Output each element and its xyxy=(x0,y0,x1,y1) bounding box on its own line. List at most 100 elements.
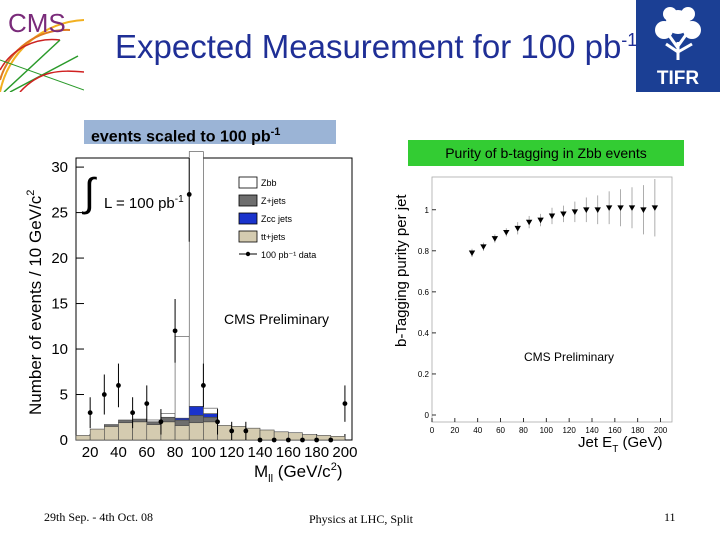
legend-label-zbb: Zbb xyxy=(261,178,277,188)
bar-zjets xyxy=(118,419,133,424)
y-tick-label: 0.6 xyxy=(418,288,430,297)
x-tick-label: 100 xyxy=(191,444,216,461)
purity-ylabel: b-Tagging purity per jet xyxy=(393,194,410,347)
y-tick-label: 1 xyxy=(425,206,430,215)
bar-ttjets xyxy=(273,431,289,441)
scaled-note-text: events scaled to 100 pb xyxy=(91,128,271,146)
y-tick-label: 25 xyxy=(51,205,68,222)
data-point xyxy=(87,410,93,416)
purity-point xyxy=(617,205,624,211)
purity-point xyxy=(525,219,533,226)
purity-annotation: CMS Preliminary xyxy=(524,350,614,364)
purity-point xyxy=(503,229,510,236)
bar-zbb xyxy=(188,151,204,407)
data-point xyxy=(257,437,263,443)
data-point xyxy=(116,383,121,388)
legend-label-zccjets: Zcc jets xyxy=(261,214,293,224)
x-tick-label: 0 xyxy=(430,426,435,435)
slide-title-sup: -1 xyxy=(621,30,638,50)
legend-swatch-zccjets xyxy=(238,212,258,225)
histogram-legend: Zbb Z+jets Zcc jets tt+jets 100 pb⁻¹ dat… xyxy=(238,176,316,260)
x-tick-label: 180 xyxy=(631,426,645,435)
bar-zjets xyxy=(132,418,148,423)
bar-zbb xyxy=(203,407,218,414)
bar-ttjets xyxy=(132,421,148,441)
cms-logo: CMS xyxy=(0,0,84,92)
bar-ttjets xyxy=(203,421,218,441)
footer-conference: Physics at LHC, Split xyxy=(309,512,414,526)
bar-zbb xyxy=(174,335,190,419)
histogram-annotation: CMS Preliminary xyxy=(224,311,329,327)
purity-point xyxy=(628,205,636,211)
data-point xyxy=(215,419,220,425)
histogram-ylabel: Number of events / 10 GeV/c2 xyxy=(25,190,45,415)
data-point xyxy=(300,437,305,443)
mass-histogram: 20 40 60 80 100 120 140 160 180 200 0 5 10 15 20 25 30 ∫… xyxy=(25,151,357,485)
x-tick-label: 140 xyxy=(247,444,272,461)
slide-title-text: Expected Measurement for 100 pb xyxy=(115,28,622,65)
x-tick-label: 80 xyxy=(167,444,184,461)
bar-zjets xyxy=(104,424,119,427)
x-tick-label: 80 xyxy=(519,426,528,435)
x-tick-label: 120 xyxy=(219,444,244,461)
purity-point xyxy=(468,250,476,257)
data-point xyxy=(271,437,277,443)
lumi-label: L = 100 pb-1 xyxy=(104,194,184,212)
x-tick-label: 40 xyxy=(110,444,127,461)
y-tick-label: 5 xyxy=(60,387,68,404)
scaled-note: events scaled to 100 pb-1 xyxy=(84,120,336,146)
data-point xyxy=(342,401,348,407)
y-tick-label: 0 xyxy=(425,411,430,420)
x-tick-label: 180 xyxy=(304,444,329,461)
tifr-logo-text: TIFR xyxy=(657,68,699,89)
lumi-integral: ∫ xyxy=(82,171,98,215)
legend-marker-data xyxy=(245,251,251,257)
y-tick-label: 0.4 xyxy=(418,329,430,338)
data-point xyxy=(314,437,320,443)
purity-point xyxy=(491,236,499,242)
legend-swatch-zbb xyxy=(238,176,258,189)
purity-point xyxy=(480,244,487,250)
tifr-logo: TIFR xyxy=(636,0,720,92)
legend-label-data: 100 pb⁻¹ data xyxy=(261,250,316,260)
y-tick-label: 0.8 xyxy=(418,247,430,256)
x-tick-label: 140 xyxy=(585,426,599,435)
purity-point xyxy=(514,225,521,232)
bar-zccjets xyxy=(188,406,204,416)
x-tick-label: 20 xyxy=(82,444,99,461)
x-tick-label: 120 xyxy=(562,426,576,435)
purity-note: Purity of b-tagging in Zbb events xyxy=(408,140,684,166)
bar-ttjets xyxy=(231,426,247,441)
bar-ttjets xyxy=(104,426,119,441)
y-tick-label: 15 xyxy=(51,296,68,313)
bar-zjets xyxy=(174,419,190,426)
y-tick-label: 30 xyxy=(51,159,68,176)
data-point xyxy=(172,328,178,334)
data-point xyxy=(229,428,235,434)
data-point xyxy=(186,191,192,197)
page-number: 11 xyxy=(664,510,676,524)
bar-ttjets xyxy=(174,425,190,441)
cms-logo-text: CMS xyxy=(8,8,66,38)
bar-zbb xyxy=(160,413,176,418)
purity-point xyxy=(583,207,590,213)
slide-title: Expected Measurement for 100 pb-1 xyxy=(115,28,637,66)
data-point xyxy=(285,437,291,443)
y-tick-label: 0 xyxy=(60,432,68,449)
bar-ttjets xyxy=(89,428,105,441)
legend-label-zjets: Z+jets xyxy=(261,196,286,206)
bar-ttjets xyxy=(217,425,232,441)
purity-point xyxy=(537,217,544,224)
legend-swatch-zjets xyxy=(238,194,258,207)
x-tick-label: 100 xyxy=(540,426,554,435)
bar-ttjets xyxy=(259,429,275,441)
purity-point xyxy=(548,213,556,220)
x-tick-label: 160 xyxy=(276,444,301,461)
bar-ttjets xyxy=(160,421,176,441)
bar-zccjets xyxy=(203,413,218,418)
bar-ttjets xyxy=(188,422,204,441)
purity-point xyxy=(571,209,579,216)
data-point xyxy=(144,401,150,407)
footer-date: 29th Sep. - 4th Oct. 08 xyxy=(44,510,153,524)
data-point xyxy=(328,437,334,443)
